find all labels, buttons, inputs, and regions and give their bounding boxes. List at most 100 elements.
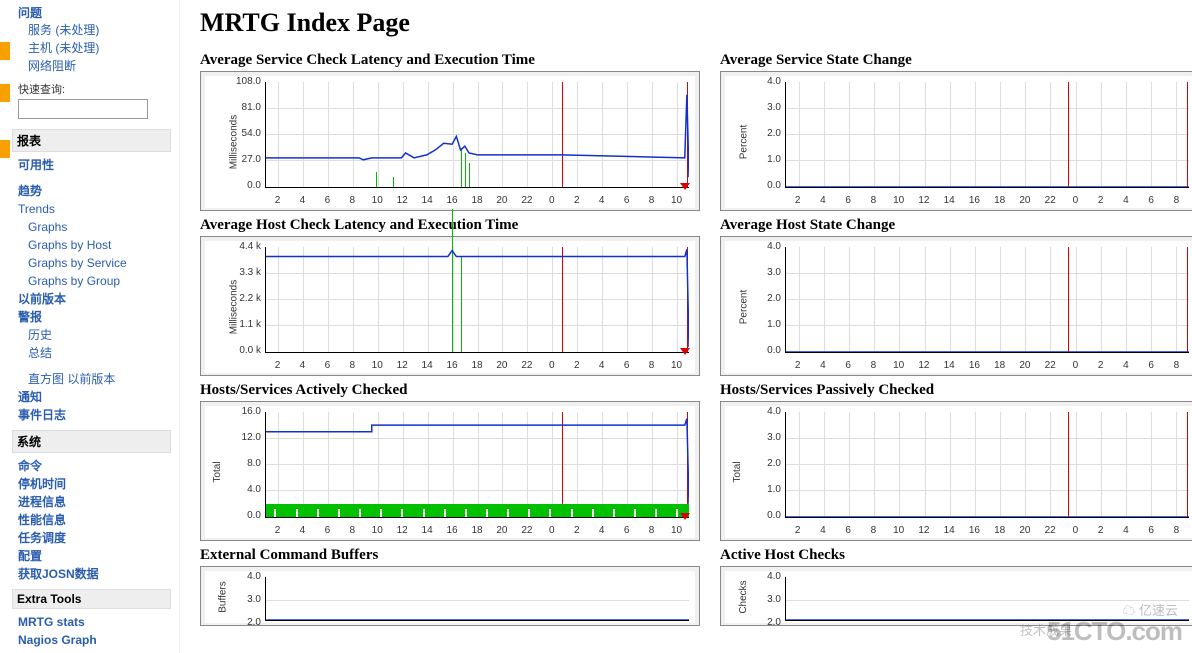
ytick-label: 8.0 — [227, 458, 261, 469]
ytick-label: 3.0 — [747, 594, 781, 605]
chart-cell-passive-checked: Hosts/Services Passively CheckedTotal0.0… — [720, 382, 1192, 541]
xtick-label: 6 — [845, 195, 851, 206]
ytick-label: 108.0 — [227, 76, 261, 87]
chart-box-ext-cmd-buf[interactable]: Buffers2.03.04.0 — [200, 566, 700, 626]
xtick-label: 4 — [1123, 195, 1129, 206]
chart-ylabel: Total — [732, 461, 743, 482]
xtick-label: 16 — [969, 525, 980, 536]
chart-box-active-checked[interactable]: Total0.04.08.012.016.0246810121416182022… — [200, 401, 700, 541]
sidebar-link-alerts[interactable]: 警报 — [18, 308, 171, 326]
xtick-label: 10 — [372, 360, 383, 371]
sidebar-link-graphs-by-group[interactable]: Graphs by Group — [18, 272, 171, 290]
xtick-label: 20 — [496, 525, 507, 536]
ytick-label: 2.2 k — [227, 293, 261, 304]
ytick-label: 27.0 — [227, 154, 261, 165]
ytick-label: 3.0 — [227, 594, 261, 605]
sidebar-link-services-unhandled[interactable]: 服务 (未处理) — [18, 21, 171, 39]
ytick-label: 16.0 — [227, 406, 261, 417]
ytick-label: 0.0 — [227, 510, 261, 521]
ytick-label: 2.0 — [227, 617, 261, 628]
chart-box-host-state[interactable]: Percent0.01.02.03.04.0246810121416182022… — [720, 236, 1192, 376]
quick-search-input[interactable] — [18, 99, 148, 119]
xtick-label: 14 — [944, 195, 955, 206]
sidebar-link-trend[interactable]: 趋势 — [18, 182, 171, 200]
xtick-label: 22 — [1045, 195, 1056, 206]
sidebar-link-downtime[interactable]: 停机时间 — [18, 475, 171, 493]
xtick-label: 10 — [671, 195, 682, 206]
chart-plot — [265, 577, 689, 621]
sidebar-link-history[interactable]: 历史 — [18, 326, 171, 344]
sidebar-link-commands[interactable]: 命令 — [18, 457, 171, 475]
ytick-label: 0.0 — [747, 345, 781, 356]
ytick-label: 3.0 — [747, 102, 781, 113]
chart-box-svc-state[interactable]: Percent0.01.02.03.04.0246810121416182022… — [720, 71, 1192, 211]
xtick-label: 14 — [944, 525, 955, 536]
sidebar-link-network-block[interactable]: 网络阻断 — [18, 57, 171, 75]
xtick-label: 0 — [549, 195, 555, 206]
sidebar-link-graphs[interactable]: Graphs — [18, 218, 171, 236]
chart-box-svc-latency[interactable]: Milliseconds0.027.054.081.0108.024681012… — [200, 71, 700, 211]
sidebar-link-graphs-by-host[interactable]: Graphs by Host — [18, 236, 171, 254]
sidebar-link-nagios-graph[interactable]: Nagios Graph — [18, 631, 171, 649]
xtick-label: 16 — [969, 195, 980, 206]
xtick-label: 10 — [372, 525, 383, 536]
xtick-label: 12 — [918, 525, 929, 536]
sidebar-link-summary[interactable]: 总结 — [18, 344, 171, 362]
ytick-label: 1.0 — [747, 154, 781, 165]
chart-plot — [785, 412, 1189, 518]
sidebar-link-mrtg-stats[interactable]: MRTG stats — [18, 613, 171, 631]
xtick-label: 10 — [893, 525, 904, 536]
chart-box-host-latency[interactable]: Milliseconds0.0 k1.1 k2.2 k3.3 k4.4 k246… — [200, 236, 700, 376]
xtick-label: 10 — [893, 360, 904, 371]
sidebar-link-availability[interactable]: 可用性 — [18, 156, 171, 174]
chart-title-ext-cmd-buf: External Command Buffers — [200, 547, 700, 564]
sidebar-link-graphs-by-service[interactable]: Graphs by Service — [18, 254, 171, 272]
xtick-label: 10 — [372, 195, 383, 206]
xtick-label: 8 — [1174, 360, 1180, 371]
sidebar-link-eventlog[interactable]: 事件日志 — [18, 406, 171, 424]
xtick-label: 4 — [820, 360, 826, 371]
sidebar-link-config[interactable]: 配置 — [18, 547, 171, 565]
xtick-label: 20 — [496, 195, 507, 206]
chart-box-active-host-checks[interactable]: Checks2.03.04.0 — [720, 566, 1192, 626]
chart-plot — [785, 82, 1189, 188]
ytick-label: 1.0 — [747, 484, 781, 495]
chart-title-passive-checked: Hosts/Services Passively Checked — [720, 382, 1192, 399]
xtick-label: 4 — [820, 525, 826, 536]
xtick-label: 6 — [325, 195, 331, 206]
xtick-label: 4 — [300, 525, 306, 536]
xtick-label: 8 — [871, 360, 877, 371]
xtick-label: 22 — [1045, 360, 1056, 371]
sidebar-link-process-info[interactable]: 进程信息 — [18, 493, 171, 511]
main-content: MRTG Index Page Average Service Check La… — [180, 0, 1192, 653]
xtick-label: 14 — [944, 360, 955, 371]
xtick-label: 4 — [300, 360, 306, 371]
sidebar-link-get-json[interactable]: 获取JOSN数据 — [18, 565, 171, 583]
xtick-label: 16 — [446, 195, 457, 206]
sidebar-link-trends-en[interactable]: Trends — [18, 200, 171, 218]
xtick-label: 10 — [671, 360, 682, 371]
xtick-label: 4 — [599, 360, 605, 371]
sidebar-link-histogram-prev[interactable]: 直方图 以前版本 — [18, 370, 171, 388]
chart-cell-svc-state: Average Service State ChangePercent0.01.… — [720, 52, 1192, 211]
xtick-label: 16 — [446, 360, 457, 371]
xtick-label: 8 — [1174, 525, 1180, 536]
xtick-label: 12 — [918, 195, 929, 206]
chart-title-active-host-checks: Active Host Checks — [720, 547, 1192, 564]
chart-cell-active-checked: Hosts/Services Actively CheckedTotal0.04… — [200, 382, 700, 541]
xtick-label: 18 — [471, 195, 482, 206]
chart-box-passive-checked[interactable]: Total0.01.02.03.04.024681012141618202202… — [720, 401, 1192, 541]
xtick-label: 6 — [624, 525, 630, 536]
sidebar-link-perf-info[interactable]: 性能信息 — [18, 511, 171, 529]
left-accent-strip — [0, 0, 12, 653]
xtick-label: 18 — [471, 525, 482, 536]
sidebar-link-hosts-unhandled[interactable]: 主机 (未处理) — [18, 39, 171, 57]
sidebar-link-scheduling[interactable]: 任务调度 — [18, 529, 171, 547]
sidebar-link-prev-version[interactable]: 以前版本 — [18, 290, 171, 308]
quick-search-label: 快速查询: — [18, 81, 171, 97]
sidebar-link-notify[interactable]: 通知 — [18, 388, 171, 406]
xtick-label: 6 — [325, 360, 331, 371]
xtick-label: 2 — [275, 195, 281, 206]
xtick-label: 12 — [397, 195, 408, 206]
xtick-label: 4 — [1123, 525, 1129, 536]
